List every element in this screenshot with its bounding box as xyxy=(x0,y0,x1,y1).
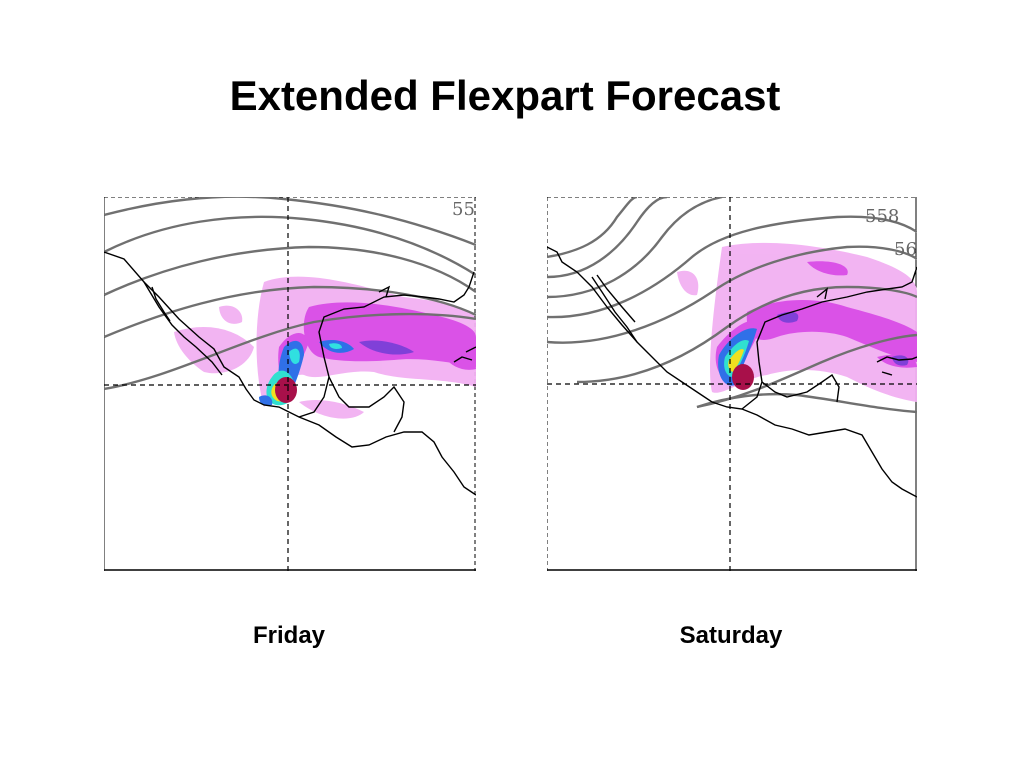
saturday-map-panel: 558 56 xyxy=(547,197,917,571)
friday-map: 55 xyxy=(104,197,476,571)
geopotential-contours xyxy=(104,197,476,391)
contour-label-saturday-2: 56 xyxy=(894,239,917,260)
lat-lon-grid xyxy=(104,197,476,571)
coastlines xyxy=(547,246,917,498)
contour-label-saturday-1: 558 xyxy=(865,206,899,227)
slide-title: Extended Flexpart Forecast xyxy=(229,72,781,119)
geopotential-contours xyxy=(547,197,917,414)
friday-caption: Friday xyxy=(252,622,326,649)
saturday-map: 558 56 xyxy=(547,197,917,571)
plume-high xyxy=(259,339,414,406)
contour-label-friday: 55 xyxy=(452,199,475,220)
saturday-caption: Saturday xyxy=(679,622,783,649)
friday-map-panel: 55 xyxy=(104,197,476,571)
lat-lon-grid xyxy=(547,197,917,571)
coastlines xyxy=(104,251,476,496)
plume-high xyxy=(718,311,909,390)
